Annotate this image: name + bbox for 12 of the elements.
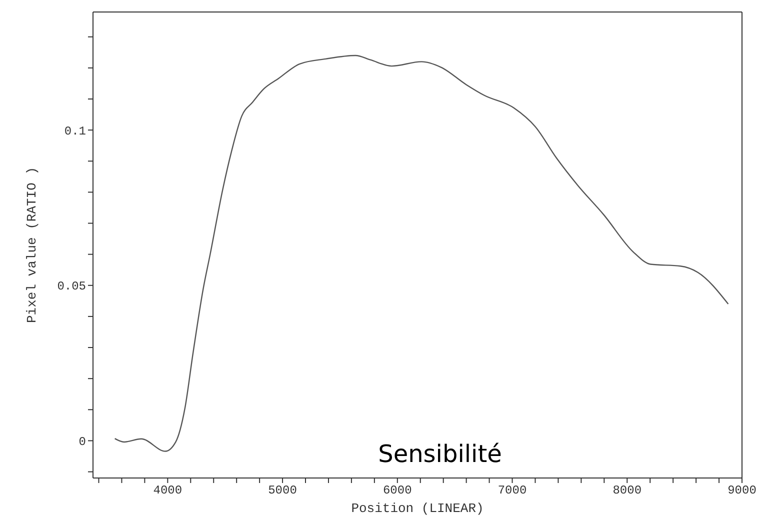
x-axis-title: Position (LINEAR) xyxy=(351,501,484,516)
x-tick-label: 4000 xyxy=(153,484,182,498)
x-tick-label: 6000 xyxy=(382,484,412,498)
annotation: Sensibilité xyxy=(377,440,503,468)
y-tick-label: 0.05 xyxy=(57,280,86,294)
x-tick-label: 7000 xyxy=(498,484,527,498)
x-tick-label: 5000 xyxy=(268,484,297,498)
y-axis-title: Pixel value (RATIO ) xyxy=(24,166,40,324)
y-tick-label: 0 xyxy=(78,434,86,449)
x-tick-label: 8000 xyxy=(612,484,642,498)
x-tick-label: 9000 xyxy=(728,484,756,498)
y-tick-label: 0.1 xyxy=(64,124,86,138)
